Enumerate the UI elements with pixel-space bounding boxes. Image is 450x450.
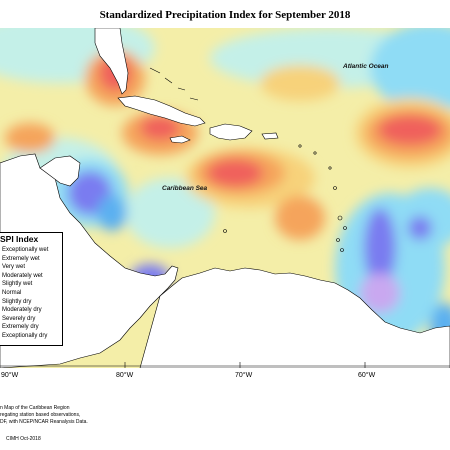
footer-credit: CIMH Oct-2018	[6, 436, 41, 442]
lon-label-60w: 60°W	[358, 372, 376, 379]
legend-item: Exceptionally dry	[2, 333, 48, 339]
footer-line-2: regating station based observations,	[0, 412, 81, 418]
lon-label-80w: 80°W	[116, 372, 134, 379]
legend-item: Severely dry	[2, 315, 36, 322]
legend-title: SPI Index	[0, 234, 39, 244]
legend-item: Extremely dry	[2, 324, 39, 331]
lon-label-90w: 90°W	[1, 372, 19, 379]
legend-item: Slightly dry	[2, 298, 32, 305]
legend-item: Slightly wet	[2, 281, 33, 288]
legend-item: Very wet	[2, 264, 26, 271]
map-title: Standardized Precipitation Index for Sep…	[99, 9, 351, 21]
lon-label-70w: 70°W	[235, 372, 253, 379]
spi-map	[0, 28, 450, 368]
footer-line-1: n Map of the Caribbean Region	[0, 405, 70, 411]
legend-item: Extremely wet	[2, 255, 40, 262]
footer-line-3: DF, with NCEP/NCAR Reanalysis Data.	[0, 419, 88, 425]
legend-item: Normal	[2, 290, 22, 296]
atlantic-ocean-label: Atlantic Ocean	[343, 63, 389, 70]
spi-legend: SPI Index Exceptionally wet Extremely wet…	[0, 232, 63, 346]
legend-item: Exceptionally wet	[2, 247, 49, 253]
legend-item: Moderately wet	[2, 272, 43, 279]
legend-item: Moderately dry	[2, 307, 42, 314]
caribbean-sea-label: Caribbean Sea	[162, 185, 208, 192]
